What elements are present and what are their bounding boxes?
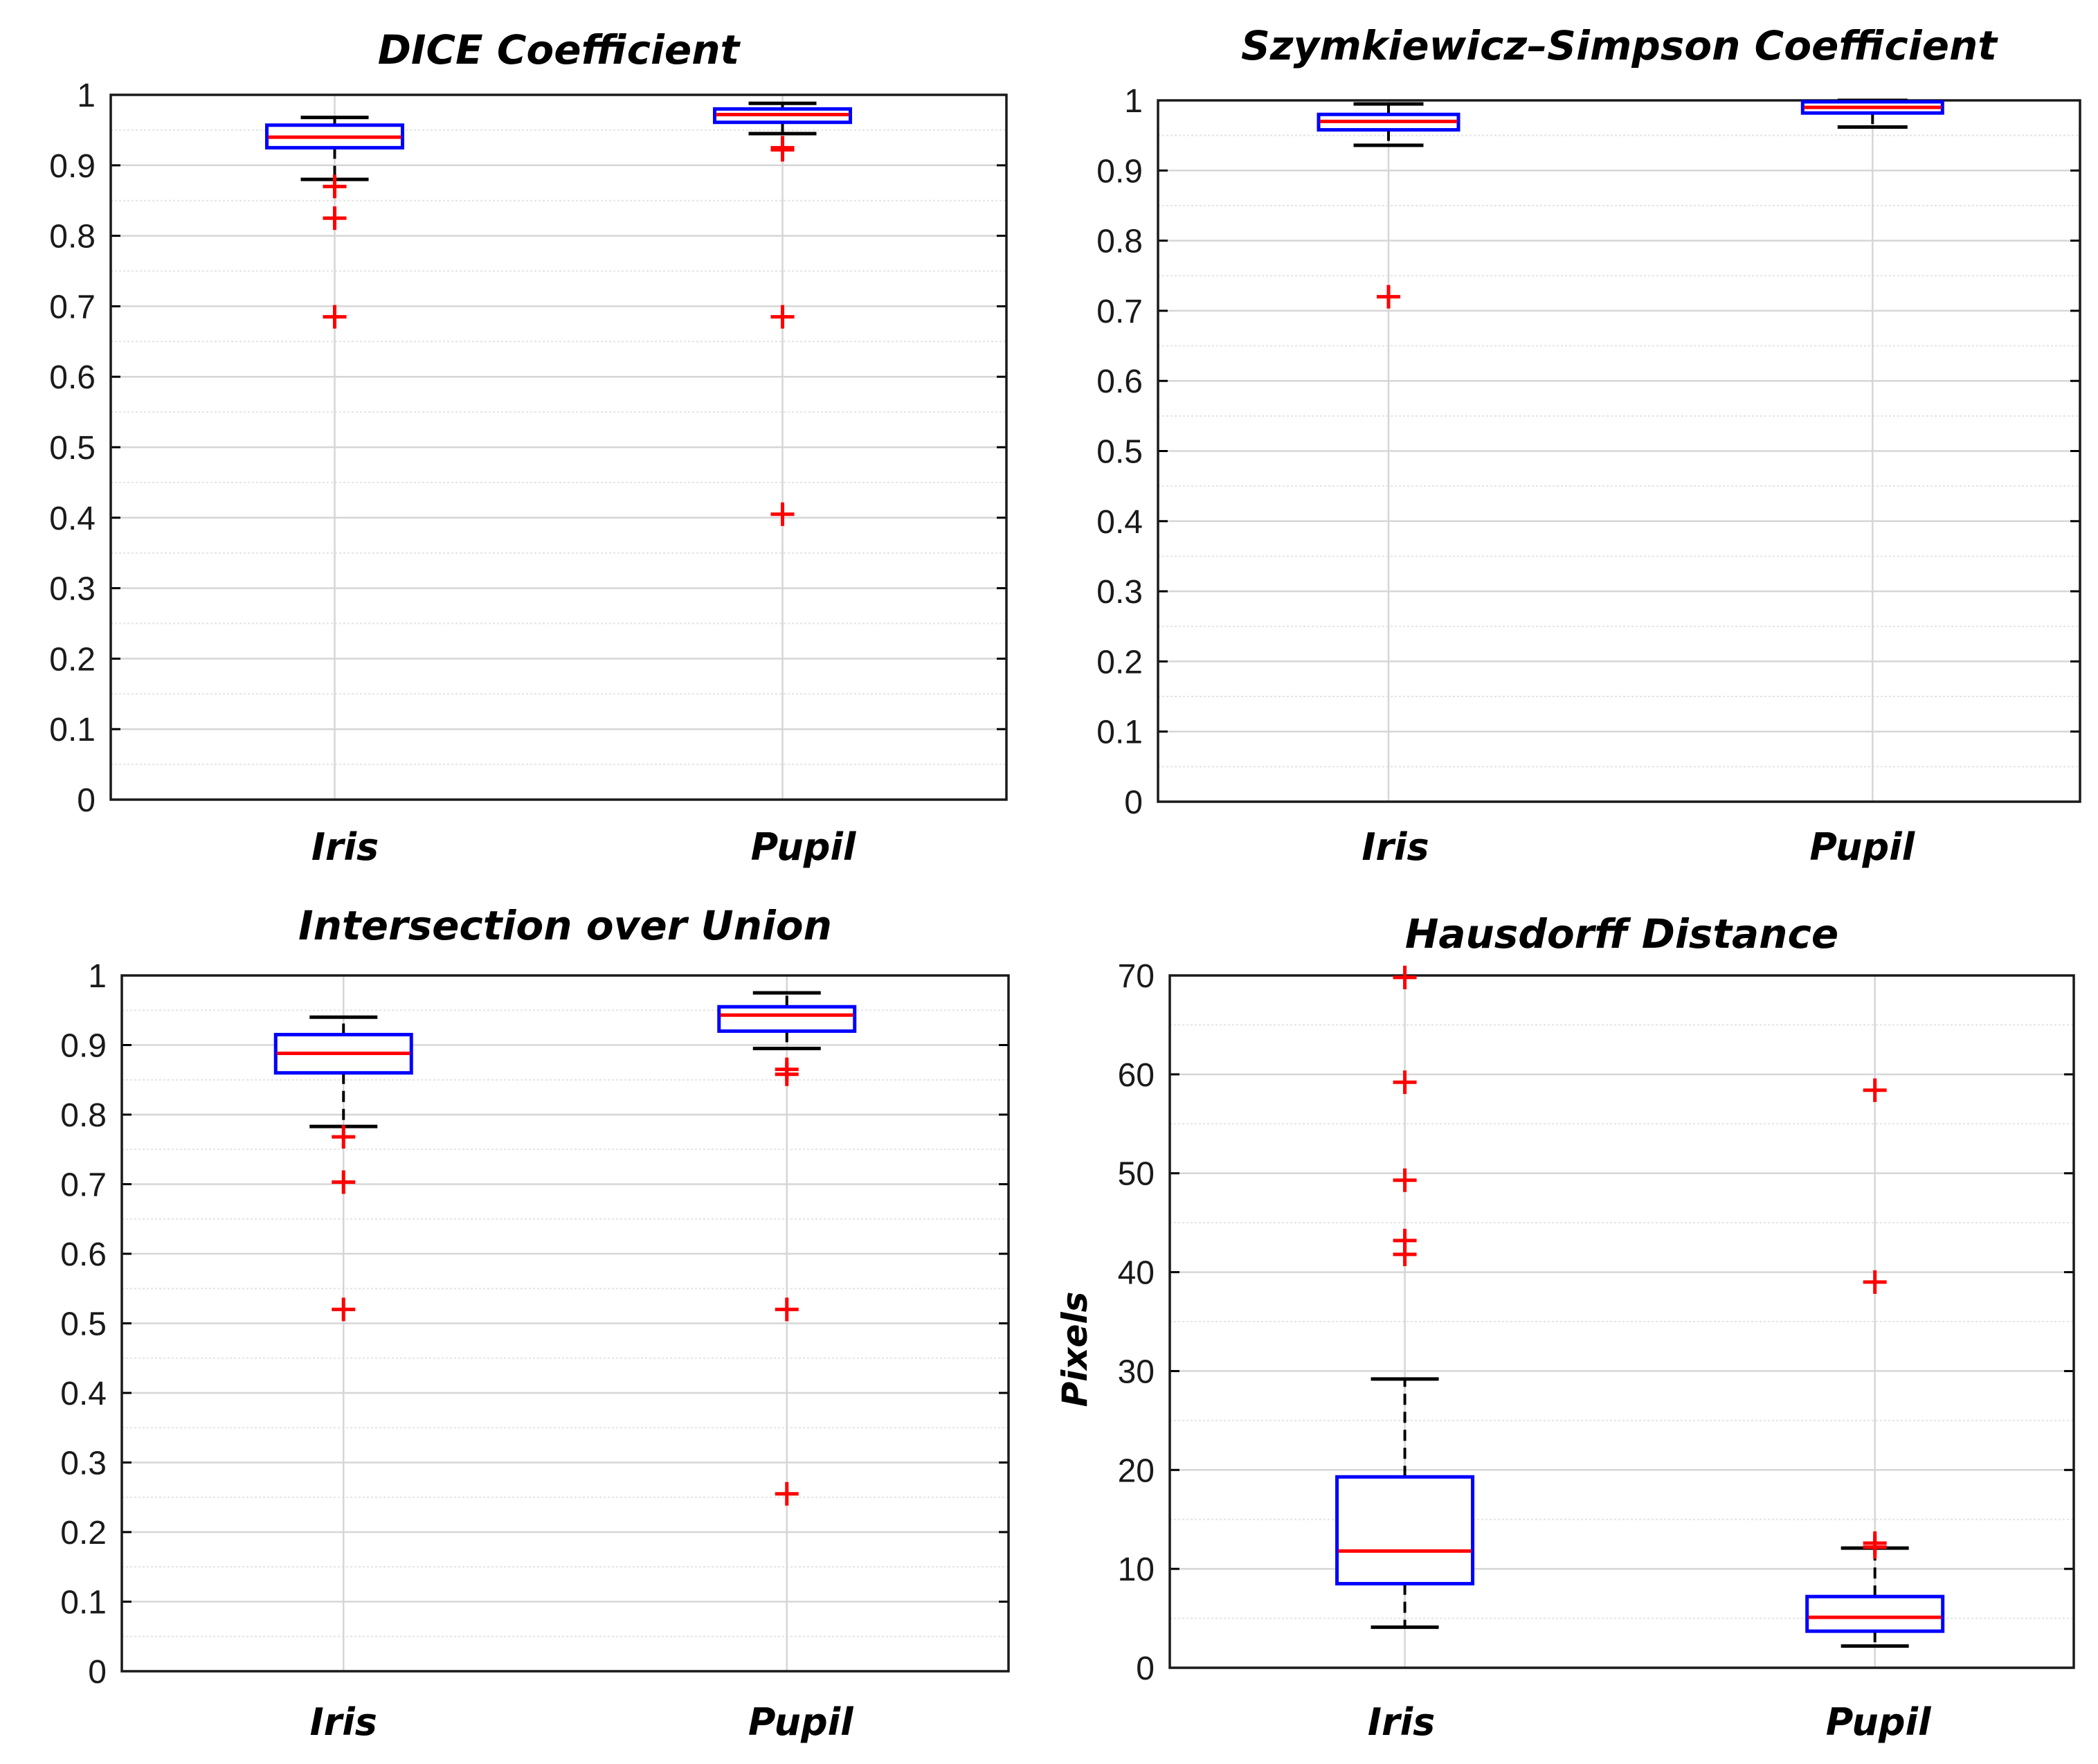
outlier-marker: [1393, 1168, 1417, 1192]
outlier-marker: [323, 206, 347, 231]
y-tick-label: 60: [1118, 1057, 1155, 1094]
outlier-marker: [775, 1482, 799, 1506]
y-tick-label: 0.3: [49, 571, 96, 608]
outlier-marker: [332, 1125, 356, 1149]
y-tick-label: 0.6: [1096, 363, 1143, 400]
y-tick-label: 1: [1124, 83, 1143, 120]
y-tick-label: 1: [77, 78, 96, 114]
y-tick-label: 0.7: [1096, 294, 1143, 330]
y-tick-label: 0.9: [49, 148, 96, 185]
box-iris: [273, 1015, 413, 1322]
outlier-marker: [1393, 1070, 1417, 1095]
box-pupil: [713, 101, 852, 526]
plot-frame: [1157, 99, 2081, 803]
outlier-marker: [770, 305, 795, 329]
outlier-marker: [1863, 1535, 1887, 1559]
category-label-iris: Iris: [1362, 825, 1429, 869]
y-tick-label: 0: [1124, 784, 1143, 821]
iqr-box: [265, 123, 404, 150]
box-pupil: [717, 991, 857, 1506]
y-tick-label: 0.8: [49, 219, 96, 255]
plot-frame: [120, 974, 1010, 1673]
chart-title: Szymkiewicz–Simpson Coefficient: [1241, 22, 1998, 69]
y-tick-label: 0.6: [60, 1236, 107, 1273]
y-tick-label: 0.5: [1096, 434, 1143, 471]
y-tick-label: 1: [88, 958, 107, 995]
y-tick-label: 0.1: [49, 712, 96, 748]
y-tick-label: 0.1: [60, 1585, 107, 1621]
outlier-marker: [1863, 1270, 1887, 1294]
category-label-iris: Iris: [1368, 1700, 1435, 1744]
y-tick-label: 30: [1118, 1353, 1155, 1390]
chart-panel-4: 0 10 20 30 40 50 60 70 Hausdorff Distance Pixels I…: [1055, 910, 2075, 1744]
y-tick-label: 50: [1118, 1156, 1155, 1193]
y-tick-label: 70: [1118, 958, 1155, 995]
y-tick-label: 0.7: [49, 289, 96, 325]
outlier-marker: [770, 138, 795, 162]
y-tick-label: 0.4: [60, 1376, 107, 1412]
plot-frame: [109, 93, 1008, 801]
category-label-pupil: Pupil: [748, 1700, 854, 1744]
y-tick-label: 0.3: [1096, 574, 1143, 611]
iqr-box: [1335, 1475, 1475, 1586]
chart-title: DICE Coefficient: [378, 26, 741, 73]
y-tick-label: 0.2: [60, 1515, 107, 1551]
outlier-marker: [1393, 965, 1417, 989]
y-tick-label: 0.2: [1096, 644, 1143, 681]
outlier-marker: [1863, 1078, 1887, 1102]
y-tick-label: 0.4: [49, 501, 96, 537]
chart-panel-1: 0 0.1 0.2 0.3 0.4 0.5 0.6 0.7 0.8 0.9 1 DICE Coeffi…: [49, 26, 1008, 869]
y-tick-label: 0.2: [49, 641, 96, 678]
plot-frame: [1168, 974, 2075, 1669]
y-tick-label: 10: [1118, 1551, 1155, 1588]
chart-panel-2: 0 0.1 0.2 0.3 0.4 0.5 0.6 0.7 0.8 0.9 1 Szymkiewicz…: [1096, 22, 2081, 869]
outlier-marker: [775, 1062, 799, 1086]
y-tick-label: 0.5: [49, 430, 96, 467]
y-tick-label: 0.8: [1096, 224, 1143, 260]
iqr-box: [1805, 1594, 1945, 1633]
box-iris: [1317, 102, 1461, 309]
outlier-marker: [1393, 1242, 1417, 1266]
y-tick-label: 0.8: [60, 1097, 107, 1134]
y-tick-label: 0.3: [60, 1446, 107, 1482]
y-tick-label: 0: [1136, 1650, 1155, 1687]
chart-title: Intersection over Union: [298, 902, 832, 949]
category-label-pupil: Pupil: [1826, 1700, 1932, 1744]
y-tick-label: 0.7: [60, 1167, 107, 1204]
box-pupil: [1805, 1078, 1945, 1648]
box-iris: [265, 116, 404, 329]
outlier-marker: [323, 305, 347, 329]
y-tick-label: 0.9: [1096, 153, 1143, 190]
y-tick-label: 0: [77, 782, 96, 819]
chart-title: Hausdorff Distance: [1405, 910, 1838, 957]
y-tick-label: 40: [1118, 1255, 1155, 1292]
y-tick-label: 0.1: [1096, 714, 1143, 751]
box-iris: [1335, 965, 1475, 1629]
category-label-pupil: Pupil: [751, 825, 857, 869]
y-tick-label: 0.9: [60, 1028, 107, 1065]
outlier-marker: [770, 502, 795, 526]
category-label-pupil: Pupil: [1809, 825, 1915, 869]
chart-panel-3: 0 0.1 0.2 0.3 0.4 0.5 0.6 0.7 0.8 0.9 1 Intersectio…: [60, 902, 1010, 1744]
y-tick-label: 0.6: [49, 359, 96, 396]
y-axis-label: Pixels: [1055, 1292, 1095, 1407]
outlier-marker: [332, 1170, 356, 1194]
category-label-iris: Iris: [310, 1700, 377, 1744]
outlier-marker: [323, 174, 347, 199]
y-tick-label: 20: [1118, 1452, 1155, 1489]
iqr-box: [717, 1005, 857, 1033]
category-label-iris: Iris: [311, 825, 379, 869]
box-pupil: [1800, 98, 1944, 129]
y-tick-label: 0: [88, 1654, 107, 1691]
outlier-marker: [775, 1297, 799, 1322]
y-tick-label: 0.5: [60, 1306, 107, 1343]
outlier-marker: [1377, 285, 1400, 309]
outlier-marker: [332, 1297, 356, 1322]
y-tick-label: 0.4: [1096, 504, 1143, 541]
